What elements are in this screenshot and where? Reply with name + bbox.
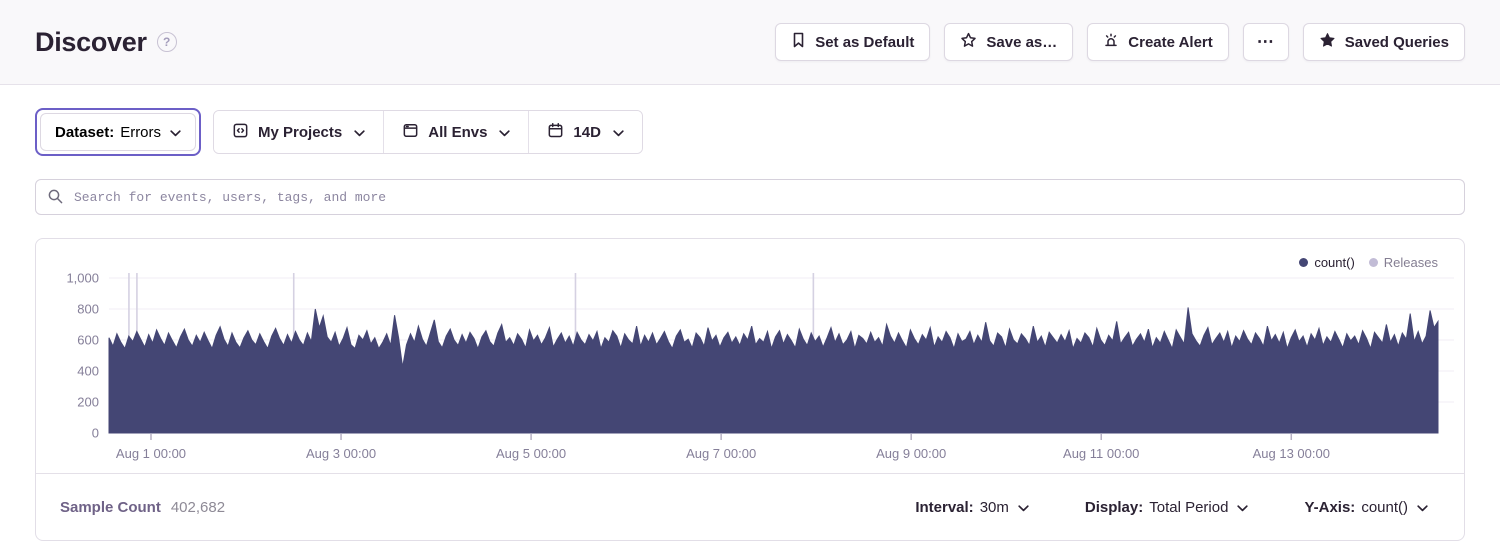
svg-text:Aug 3 00:00: Aug 3 00:00 bbox=[306, 446, 376, 461]
dataset-selector[interactable]: Dataset: Errors bbox=[40, 113, 197, 151]
create-alert-button[interactable]: Create Alert bbox=[1087, 23, 1229, 61]
bookmark-icon bbox=[791, 32, 806, 52]
project-filter[interactable]: My Projects bbox=[214, 111, 384, 153]
search-bar bbox=[35, 179, 1465, 215]
page-title: Discover bbox=[35, 26, 147, 57]
filter-row: Dataset: Errors My Projects bbox=[35, 108, 1465, 156]
saved-queries-button[interactable]: Saved Queries bbox=[1302, 23, 1465, 61]
svg-text:600: 600 bbox=[77, 333, 99, 348]
help-icon[interactable]: ? bbox=[156, 32, 177, 52]
save-as-button[interactable]: Save as… bbox=[944, 23, 1074, 61]
legend-item-count[interactable]: count() bbox=[1299, 255, 1355, 270]
project-icon bbox=[232, 122, 249, 143]
svg-text:0: 0 bbox=[92, 426, 99, 441]
page-filter-group: My Projects All Envs bbox=[213, 110, 643, 154]
sample-count-value: 402,682 bbox=[170, 498, 226, 516]
calendar-icon bbox=[547, 122, 564, 143]
svg-text:400: 400 bbox=[77, 364, 99, 379]
chevron-down-icon bbox=[1417, 499, 1428, 516]
chart-legend: count() Releases bbox=[1299, 255, 1438, 270]
count-series-dot bbox=[1299, 258, 1309, 267]
chart-panel: count() Releases 0 200 400 600 800 1,000 Aug 1… bbox=[35, 238, 1465, 541]
chevron-down-icon bbox=[1237, 499, 1249, 516]
header-actions: Set as Default Save as… Create Alert ⋯ bbox=[775, 23, 1465, 61]
chevron-down-icon bbox=[170, 124, 181, 141]
star-outline-icon bbox=[960, 32, 977, 52]
display-selector[interactable]: Display: Total Period bbox=[1085, 499, 1249, 516]
svg-text:200: 200 bbox=[77, 395, 99, 410]
footer-controls: Interval: 30m Display: Total Period Y-Ax… bbox=[915, 499, 1440, 516]
svg-text:Aug 13 00:00: Aug 13 00:00 bbox=[1253, 446, 1330, 461]
events-chart[interactable]: count() Releases 0 200 400 600 800 1,000 Aug 1… bbox=[36, 239, 1464, 473]
top-bar: Discover ? Set as Default Save as… Creat… bbox=[0, 0, 1500, 85]
chevron-down-icon bbox=[1018, 499, 1029, 516]
more-options-button[interactable]: ⋯ bbox=[1242, 23, 1289, 61]
star-filled-icon bbox=[1319, 32, 1336, 52]
svg-text:Aug 1 00:00: Aug 1 00:00 bbox=[116, 446, 186, 461]
chevron-down-icon bbox=[354, 124, 365, 141]
siren-icon bbox=[1103, 32, 1119, 52]
dataset-highlight-outline: Dataset: Errors bbox=[35, 108, 202, 156]
releases-series-dot bbox=[1368, 258, 1378, 267]
y-axis-selector[interactable]: Y-Axis: count() bbox=[1304, 499, 1428, 516]
environment-filter[interactable]: All Envs bbox=[384, 111, 529, 153]
legend-item-releases[interactable]: Releases bbox=[1368, 255, 1438, 270]
svg-text:Aug 11 00:00: Aug 11 00:00 bbox=[1063, 446, 1139, 461]
area-chart-canvas[interactable]: 0 200 400 600 800 1,000 Aug 1 00:00 Aug 3 00:00… bbox=[36, 239, 1464, 473]
chart-footer: Sample Count 402,682 Interval: 30m Displ… bbox=[36, 473, 1464, 540]
search-input[interactable] bbox=[35, 179, 1465, 215]
ellipsis-icon: ⋯ bbox=[1256, 32, 1275, 51]
svg-text:1,000: 1,000 bbox=[66, 271, 99, 286]
set-as-default-button[interactable]: Set as Default bbox=[775, 23, 931, 61]
sample-count-label: Sample Count bbox=[60, 498, 161, 516]
svg-text:Aug 5 00:00: Aug 5 00:00 bbox=[496, 446, 566, 461]
divider bbox=[528, 111, 530, 153]
svg-text:Aug 9 00:00: Aug 9 00:00 bbox=[876, 446, 946, 461]
svg-text:Aug 7 00:00: Aug 7 00:00 bbox=[686, 446, 756, 461]
date-range-filter[interactable]: 14D bbox=[529, 111, 642, 153]
window-icon bbox=[402, 122, 419, 143]
chevron-down-icon bbox=[613, 124, 624, 141]
interval-selector[interactable]: Interval: 30m bbox=[915, 499, 1029, 516]
svg-text:800: 800 bbox=[77, 302, 99, 317]
divider bbox=[383, 111, 385, 153]
search-icon bbox=[47, 188, 64, 210]
chevron-down-icon bbox=[499, 124, 511, 141]
